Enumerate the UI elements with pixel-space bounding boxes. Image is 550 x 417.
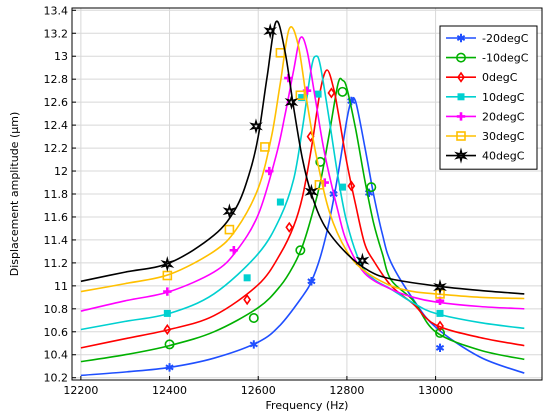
y-tick-label: 10.8 — [44, 303, 69, 316]
series-point — [285, 221, 294, 233]
legend-label: 0degC — [482, 71, 518, 84]
y-tick-label: 12.4 — [44, 119, 69, 132]
y-tick-label: 11.6 — [44, 211, 69, 224]
legend-label: 20degC — [482, 110, 525, 123]
x-tick-label: 13000 — [418, 384, 453, 397]
series--10degC — [80, 77, 525, 363]
series-point — [249, 340, 258, 349]
series-point — [315, 156, 326, 167]
series-point — [295, 90, 306, 101]
legend-marker — [456, 131, 466, 141]
x-axis-title: Frequency (Hz) — [266, 399, 349, 412]
y-tick-label: 13 — [54, 50, 68, 63]
x-tick-label: 12400 — [152, 384, 187, 397]
legend-label: -10degC — [482, 52, 529, 65]
series-point — [163, 287, 172, 296]
series-point — [160, 256, 175, 272]
series-point — [435, 327, 446, 338]
series-point — [248, 312, 259, 323]
y-tick-label: 11.8 — [44, 188, 69, 201]
legend-item: 30degC — [446, 130, 525, 143]
series-point — [338, 183, 346, 191]
series-point — [433, 279, 447, 295]
series-layer — [80, 20, 525, 377]
legend-marker — [457, 71, 465, 83]
legend-marker — [457, 93, 465, 101]
series-point — [355, 252, 370, 269]
y-tick-label: 11.2 — [44, 257, 69, 270]
series-point — [165, 363, 174, 372]
y-axis-title: Displacement amplitude (µm) — [8, 112, 21, 277]
y-tick-label: 10.4 — [44, 349, 69, 362]
legend-marker — [455, 52, 466, 63]
legend-marker — [456, 112, 466, 121]
series-point — [222, 203, 237, 220]
axes-layer: 12200 12400 12600 12800 13000 10.2 10.4 10.6 10.… — [44, 4, 543, 397]
x-tick-label: 12800 — [329, 384, 364, 397]
series-point — [243, 294, 252, 306]
legend-item: -20degC — [446, 32, 529, 45]
y-tick-label: 12 — [54, 165, 68, 178]
series-40degC — [80, 20, 525, 295]
legend-item: 10degC — [446, 91, 525, 104]
y-tick-label: 12.8 — [44, 73, 69, 86]
legend-marker — [454, 147, 468, 164]
legend-item: 20degC — [446, 110, 525, 123]
series-point — [243, 274, 251, 282]
legend-label: 40degC — [482, 150, 525, 163]
series-point — [314, 180, 325, 190]
series-point — [327, 87, 336, 99]
series-point — [163, 309, 171, 317]
series-point — [276, 198, 284, 206]
series-line — [80, 77, 525, 363]
series-point — [436, 309, 444, 317]
legend-label: -20degC — [482, 32, 529, 45]
y-tick-label: 11.4 — [44, 234, 69, 247]
legend-label: 10degC — [482, 91, 525, 104]
series-point — [263, 22, 278, 40]
y-tick-label: 13.2 — [44, 27, 69, 40]
series-line — [80, 36, 525, 312]
legend: -20degC -10degC 0degC 10degC 20degC 30degC 40d… — [439, 25, 538, 170]
series-10degC — [80, 55, 525, 331]
y-tick-label: 12.2 — [44, 142, 69, 155]
legend-item: -10degC — [446, 52, 529, 65]
y-tick-label: 13.4 — [44, 4, 69, 17]
series-line — [80, 26, 525, 300]
y-tick-label: 12.6 — [44, 96, 69, 109]
legend-marker — [456, 33, 466, 43]
legend-item: 40degC — [446, 147, 525, 164]
series-point — [314, 90, 322, 98]
series-point — [229, 246, 239, 255]
legend-item: 0degC — [446, 71, 518, 84]
series-point — [260, 142, 270, 152]
y-tick-label: 11 — [54, 280, 68, 293]
series-20degC — [80, 36, 525, 312]
series-line — [80, 55, 525, 331]
series-point — [295, 245, 306, 256]
y-tick-label: 10.6 — [44, 326, 69, 339]
series-point — [275, 47, 286, 58]
series-point — [163, 323, 172, 336]
series-point — [436, 320, 444, 332]
series-point — [307, 277, 316, 286]
series-point — [337, 86, 348, 97]
x-tick-label: 12600 — [241, 384, 276, 397]
series-point — [347, 180, 356, 192]
series-point — [284, 94, 299, 110]
series-point — [164, 339, 175, 350]
series-point — [265, 166, 274, 176]
series-point — [224, 224, 235, 235]
series-point — [249, 118, 263, 135]
series-point — [366, 182, 377, 193]
x-tick-label: 12200 — [63, 384, 98, 397]
y-tick-label: 10.2 — [44, 372, 69, 385]
series-line — [80, 20, 525, 295]
series-point — [304, 183, 319, 200]
legend-label: 30degC — [482, 130, 525, 143]
series-point — [435, 343, 445, 353]
